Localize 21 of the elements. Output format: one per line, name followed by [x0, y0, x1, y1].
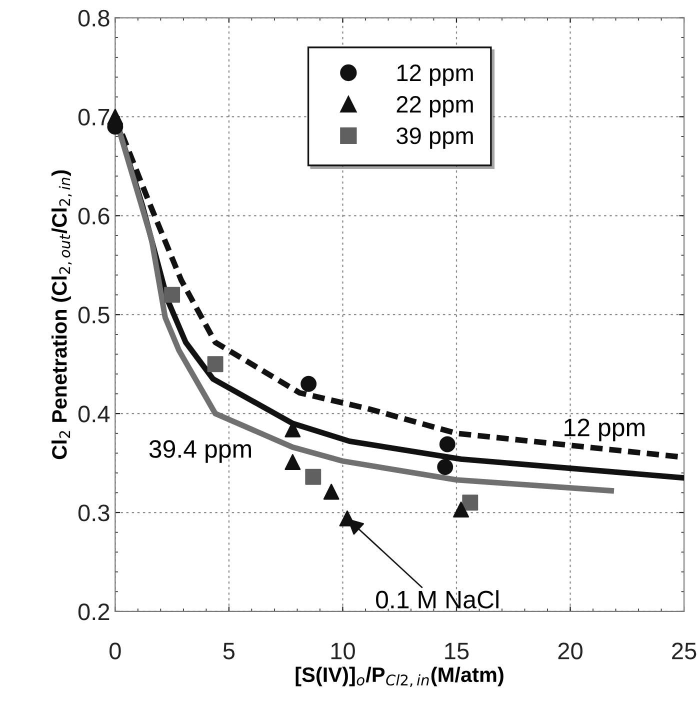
y-tick-label: 0.2: [78, 604, 110, 620]
x-tick-label: 15: [445, 642, 469, 660]
legend-label: 39 ppm: [396, 127, 473, 149]
y-tick-label: 0.5: [78, 306, 110, 324]
y-tick-label: 0.6: [78, 208, 110, 224]
x-tick-label: 5: [223, 642, 235, 660]
y-tick-label: 0.8: [78, 10, 110, 27]
y-axis-title: Cl$_{2}$ Penetration (Cl$_{2,out}$/Cl$_{2,in}$): [52, 170, 72, 460]
x-tick-label: 0: [110, 642, 121, 660]
x-tick-label: 10: [331, 642, 355, 660]
x-axis-title: [S(IV)]$_{o}$/P$_{Cl2,in}$(M/atm): [296, 666, 504, 688]
annotation: 39.4 ppm: [149, 440, 251, 463]
x-tick-label: 25: [672, 642, 696, 660]
y-tick-label: 0.4: [78, 406, 110, 422]
y-tick-label: 0.7: [78, 108, 110, 126]
y-tick-label: 0.3: [78, 504, 110, 522]
legend-label: 12 ppm: [397, 64, 473, 86]
x-tick-label: 20: [558, 642, 582, 660]
annotation: 12 ppm: [564, 418, 644, 442]
legend-label: 22 ppm: [396, 96, 473, 118]
annotation: 0.1 M NaCl: [376, 590, 498, 608]
